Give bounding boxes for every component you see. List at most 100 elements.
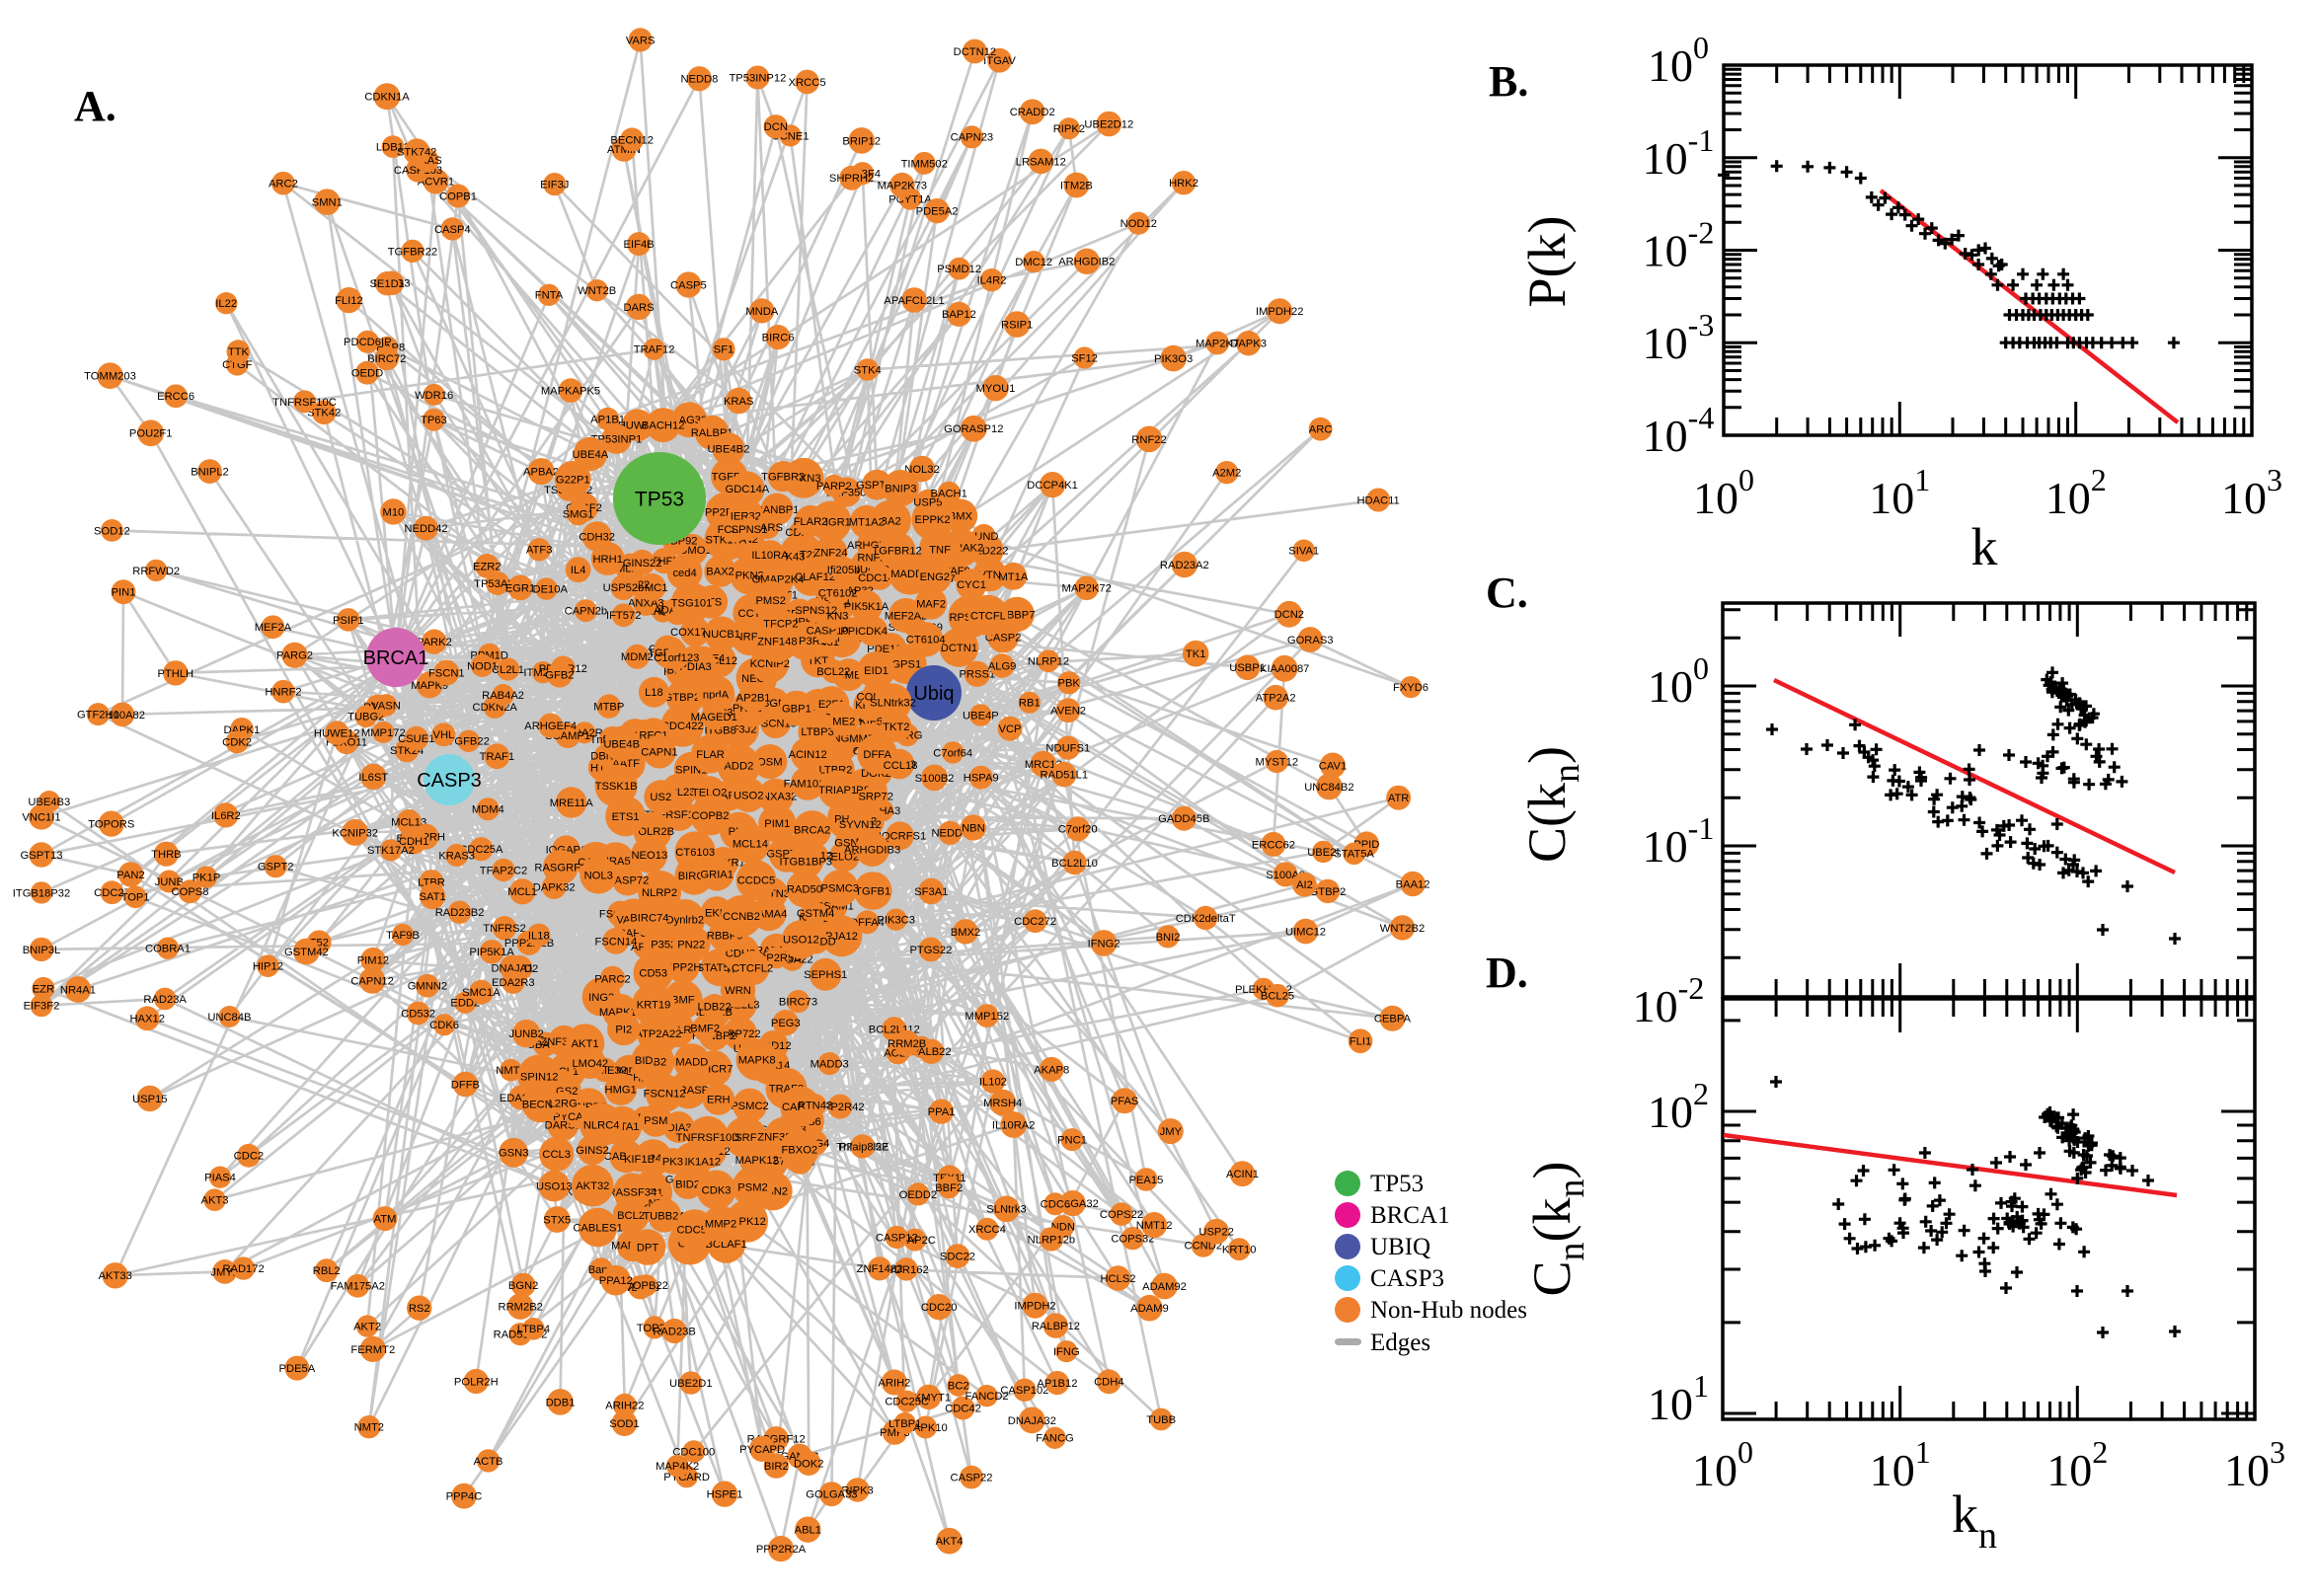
svg-text:PTGS22: PTGS22 xyxy=(909,945,952,956)
svg-text:NLRP12b: NLRP12b xyxy=(1028,1234,1076,1246)
svg-text:TFAP2C2: TFAP2C2 xyxy=(480,865,528,876)
svg-text:CDK3: CDK3 xyxy=(702,1184,732,1196)
svg-text:MCL13: MCL13 xyxy=(391,817,426,829)
svg-text:WNT2B2: WNT2B2 xyxy=(1380,923,1425,935)
svg-text:DCCP4K1: DCCP4K1 xyxy=(1027,480,1078,492)
svg-text:ALG9: ALG9 xyxy=(988,660,1017,672)
svg-text:GSTM4: GSTM4 xyxy=(797,908,835,920)
svg-text:NOL3: NOL3 xyxy=(584,871,613,882)
svg-text:PAN2: PAN2 xyxy=(116,870,144,881)
svg-text:PK1P: PK1P xyxy=(193,873,221,884)
svg-text:AP1B12: AP1B12 xyxy=(1037,1378,1077,1390)
svg-text:CDC25A: CDC25A xyxy=(459,844,503,856)
svg-text:PALB22: PALB22 xyxy=(911,1046,951,1058)
svg-text:NMT12: NMT12 xyxy=(1136,1220,1173,1232)
svg-text:UBE4B2: UBE4B2 xyxy=(707,444,749,456)
svg-text:ACTB: ACTB xyxy=(474,1456,503,1468)
svg-text:SF3A1: SF3A1 xyxy=(914,886,948,898)
svg-text:CASP72: CASP72 xyxy=(606,875,649,887)
svg-text:BAA12: BAA12 xyxy=(1396,878,1430,890)
svg-text:FLI1: FLI1 xyxy=(1350,1036,1371,1048)
svg-text:PSMC2: PSMC2 xyxy=(731,1101,769,1112)
svg-text:NLRP2: NLRP2 xyxy=(642,887,677,899)
svg-text:BMX2: BMX2 xyxy=(951,927,980,939)
svg-text:CDC42: CDC42 xyxy=(945,1404,981,1415)
svg-text:TP53: TP53 xyxy=(1370,1171,1424,1197)
svg-text:ETS1: ETS1 xyxy=(612,811,640,823)
svg-text:IFNG: IFNG xyxy=(1053,1346,1080,1358)
svg-text:TUBG2: TUBG2 xyxy=(347,712,384,723)
svg-text:SF1: SF1 xyxy=(714,344,734,356)
svg-text:NOL32: NOL32 xyxy=(904,464,939,476)
svg-text:DCN2: DCN2 xyxy=(1274,609,1304,621)
svg-text:ced4: ced4 xyxy=(672,568,696,579)
svg-text:KRAS: KRAS xyxy=(724,396,753,408)
svg-text:Cn(kn): Cn(kn) xyxy=(1522,1162,1592,1297)
svg-text:RRFWD2: RRFWD2 xyxy=(132,566,180,577)
svg-text:PIP5K1A: PIP5K1A xyxy=(469,947,514,958)
svg-text:RAB4A2: RAB4A2 xyxy=(482,690,524,702)
svg-text:ARIH22: ARIH22 xyxy=(605,1401,644,1412)
svg-text:KRT10: KRT10 xyxy=(1222,1245,1257,1256)
svg-text:ITGAV: ITGAV xyxy=(983,55,1016,67)
svg-text:ERCC62: ERCC62 xyxy=(1252,839,1295,851)
svg-text:CYC1: CYC1 xyxy=(957,579,986,591)
svg-text:SPIN12: SPIN12 xyxy=(520,1071,559,1083)
svg-text:NOD1: NOD1 xyxy=(467,660,498,672)
svg-text:CASP3: CASP3 xyxy=(417,770,482,792)
svg-text:BA2: BA2 xyxy=(881,515,901,527)
svg-text:WNT2B: WNT2B xyxy=(578,285,616,297)
svg-text:UBE2D12: UBE2D12 xyxy=(1084,118,1133,130)
svg-text:MNDA: MNDA xyxy=(745,306,778,318)
svg-text:RANBP1: RANBP1 xyxy=(755,504,800,516)
svg-text:C7orf64: C7orf64 xyxy=(933,747,972,759)
svg-text:XRCC5: XRCC5 xyxy=(789,77,826,89)
svg-text:GRIA1: GRIA1 xyxy=(700,869,733,880)
svg-text:TNFRS2: TNFRS2 xyxy=(483,923,526,935)
svg-text:BGN2: BGN2 xyxy=(508,1280,538,1292)
svg-text:LDB12: LDB12 xyxy=(376,142,410,154)
svg-text:SPNS12: SPNS12 xyxy=(795,605,837,617)
svg-text:GTBP2: GTBP2 xyxy=(1310,886,1347,898)
svg-text:HUWE12: HUWE12 xyxy=(314,728,360,740)
svg-text:ENG2: ENG2 xyxy=(920,571,950,583)
svg-text:CDC2: CDC2 xyxy=(234,1151,264,1163)
svg-text:CDC27: CDC27 xyxy=(94,887,130,899)
svg-text:LMO42: LMO42 xyxy=(572,1058,608,1070)
svg-text:BCLAF1: BCLAF1 xyxy=(705,1239,746,1251)
svg-text:PDE5A: PDE5A xyxy=(279,1363,316,1375)
svg-text:SLNtrk32: SLNtrk32 xyxy=(870,697,916,709)
svg-text:BRIP12: BRIP12 xyxy=(842,135,881,147)
svg-text:Edges: Edges xyxy=(1370,1330,1430,1356)
svg-text:SMN1: SMN1 xyxy=(312,197,343,209)
svg-text:SDC22: SDC22 xyxy=(940,1252,975,1263)
svg-text:CCL3: CCL3 xyxy=(542,1149,571,1161)
svg-text:BNIPL2: BNIPL2 xyxy=(191,467,229,479)
svg-text:AKT2: AKT2 xyxy=(353,1322,381,1333)
svg-text:MADD3: MADD3 xyxy=(811,1059,849,1071)
svg-text:PSIP1: PSIP1 xyxy=(333,615,364,627)
svg-text:MMP152: MMP152 xyxy=(965,1011,1009,1023)
svg-text:STAT5A: STAT5A xyxy=(1334,849,1374,861)
svg-text:TKT2: TKT2 xyxy=(883,722,909,733)
svg-text:IL102: IL102 xyxy=(979,1077,1007,1089)
svg-text:IL10RA2: IL10RA2 xyxy=(992,1119,1036,1131)
svg-text:PIM12: PIM12 xyxy=(357,954,389,966)
svg-text:MAPK8: MAPK8 xyxy=(738,1055,776,1067)
svg-text:PSM: PSM xyxy=(644,1115,667,1127)
svg-text:USP22: USP22 xyxy=(1198,1227,1233,1239)
svg-text:POLR2H: POLR2H xyxy=(454,1376,499,1388)
svg-text:BECN1: BECN1 xyxy=(522,1100,559,1111)
svg-text:AKT32: AKT32 xyxy=(576,1180,609,1192)
svg-text:RASSF34: RASSF34 xyxy=(608,1187,657,1199)
svg-text:ABL1: ABL1 xyxy=(795,1525,821,1537)
svg-text:VHL: VHL xyxy=(433,729,455,741)
svg-text:BCL25: BCL25 xyxy=(1261,991,1294,1003)
svg-text:AKT33: AKT33 xyxy=(99,1270,132,1282)
svg-text:UBE4B: UBE4B xyxy=(603,738,640,750)
svg-text:NR4A1: NR4A1 xyxy=(60,984,96,996)
svg-text:USP52b: USP52b xyxy=(603,582,645,594)
svg-text:DARS: DARS xyxy=(623,302,654,314)
svg-text:IL4: IL4 xyxy=(571,565,586,576)
svg-text:ZNF24: ZNF24 xyxy=(813,548,847,560)
